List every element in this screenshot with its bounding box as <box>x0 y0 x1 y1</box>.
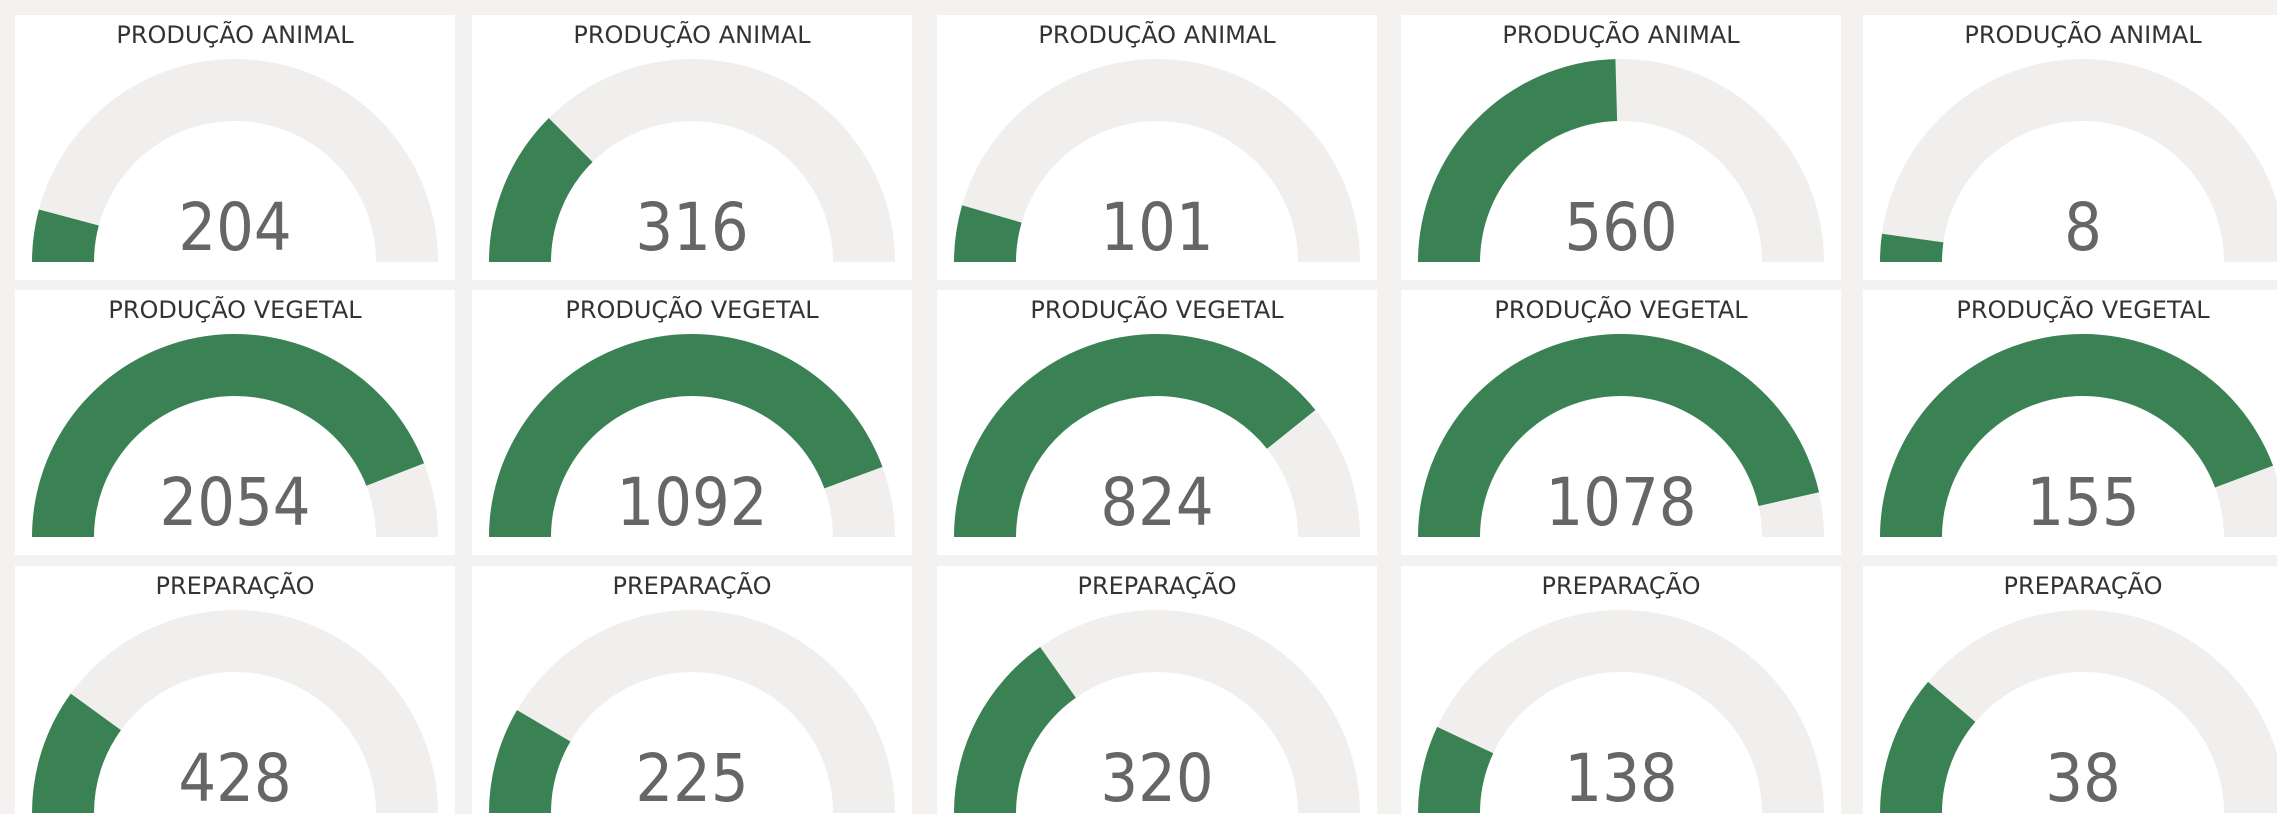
gauge-value: 2054 <box>159 464 310 541</box>
gauge-title: PREPARAÇÃO <box>155 570 314 600</box>
gauge-fill <box>1880 681 1976 813</box>
gauge-title: PRODUÇÃO ANIMAL <box>1502 19 1740 49</box>
gauge-title: PRODUÇÃO VEGETAL <box>1956 294 2210 324</box>
gauge-fill <box>32 693 121 813</box>
gauge-fill <box>954 205 1022 262</box>
gauge-value: 428 <box>178 740 291 814</box>
gauge-value: 204 <box>178 189 291 266</box>
gauge-track <box>1418 610 1824 813</box>
gauge-title: PREPARAÇÃO <box>612 570 771 600</box>
gauge-fill <box>1880 334 2274 537</box>
gauge-fill <box>954 647 1076 813</box>
gauge-fill <box>489 333 883 537</box>
gauge-title: PREPARAÇÃO <box>1541 570 1700 600</box>
gauge-track <box>489 610 895 813</box>
gauge-value: 8 <box>2064 189 2102 266</box>
gauge-value: 138 <box>1564 740 1677 814</box>
gauge-track <box>1880 610 2277 813</box>
gauge-title: PRODUÇÃO VEGETAL <box>1030 294 1284 324</box>
gauge-fill <box>1880 233 1944 262</box>
gauge-value: 101 <box>1100 189 1213 266</box>
gauge-fill <box>32 209 99 262</box>
gauge-value: 225 <box>635 740 748 814</box>
gauge-value: 38 <box>2045 740 2121 814</box>
gauge-track <box>1880 59 2277 262</box>
gauge-value: 560 <box>1564 189 1677 266</box>
gauge-fill <box>489 710 571 813</box>
gauge-track <box>489 59 895 262</box>
gauge-title: PREPARAÇÃO <box>2003 570 2162 600</box>
gauge-value: 1092 <box>616 464 767 541</box>
gauge-title: PRODUÇÃO VEGETAL <box>108 294 362 324</box>
gauge-title: PRODUÇÃO VEGETAL <box>565 294 819 324</box>
gauge-title: PRODUÇÃO ANIMAL <box>1038 19 1276 49</box>
gauge-fill <box>489 118 593 262</box>
gauge-track <box>32 610 438 813</box>
gauge-value: 316 <box>635 189 748 266</box>
gauge-fill <box>1418 59 1618 263</box>
gauge-track <box>954 59 1360 262</box>
gauge-title: PRODUÇÃO ANIMAL <box>116 19 354 49</box>
gauge-title: PREPARAÇÃO <box>1077 570 1236 600</box>
gauge-fill <box>32 333 425 537</box>
gauge-value: 320 <box>1100 740 1213 814</box>
gauge-value: 824 <box>1100 464 1213 541</box>
gauge-fill <box>954 334 1316 537</box>
gauge-track <box>32 59 438 262</box>
gauge-title: PRODUÇÃO VEGETAL <box>1494 294 1748 324</box>
gauge-track <box>954 610 1360 813</box>
gauge-title: PRODUÇÃO ANIMAL <box>573 19 811 49</box>
gauge-title: PRODUÇÃO ANIMAL <box>1964 19 2202 49</box>
gauge-fill <box>1418 334 1820 537</box>
gauge-fill <box>1418 726 1494 813</box>
gauge-value: 1078 <box>1545 464 1696 541</box>
gauge-value: 155 <box>2026 464 2139 541</box>
